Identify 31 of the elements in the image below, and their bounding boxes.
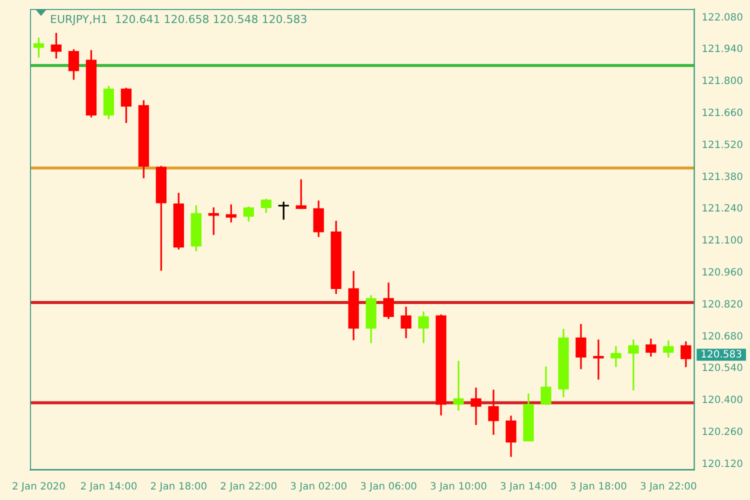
y-tick-label: 120.120 bbox=[702, 458, 744, 470]
y-tick-label: 120.540 bbox=[702, 363, 744, 374]
x-tick-label: 3 Jan 06:00 bbox=[360, 482, 418, 493]
y-tick-label: 121.800 bbox=[702, 76, 744, 88]
x-tick-label: 2 Jan 2020 bbox=[12, 482, 66, 493]
candlestick bbox=[628, 340, 639, 390]
y-tick-label: 121.240 bbox=[702, 204, 744, 215]
y-tick-label: 120.260 bbox=[702, 426, 744, 438]
x-tick-label: 3 Jan 10:00 bbox=[430, 482, 487, 493]
y-tick-label: 121.940 bbox=[702, 44, 744, 56]
y-tick-label: 122.080 bbox=[702, 12, 744, 24]
x-tick-label: 2 Jan 18:00 bbox=[150, 482, 208, 493]
x-tick-label: 3 Jan 18:00 bbox=[570, 482, 627, 493]
y-tick-label: 121.520 bbox=[702, 140, 744, 151]
y-tick-label: 121.380 bbox=[702, 172, 744, 183]
x-tick-label: 3 Jan 22:00 bbox=[640, 482, 697, 493]
x-tick-label: 2 Jan 14:00 bbox=[80, 482, 138, 493]
candlestick bbox=[453, 360, 464, 411]
text: 120.583 bbox=[700, 349, 742, 360]
y-tick-label: 121.100 bbox=[702, 236, 744, 247]
x-tick-label: 2 Jan 22:00 bbox=[220, 482, 278, 493]
y-tick-label: 120.400 bbox=[702, 395, 744, 406]
y-tick-label: 121.660 bbox=[702, 108, 744, 119]
y-tick-label: 120.820 bbox=[702, 299, 744, 310]
y-tick-label: 120.680 bbox=[702, 331, 744, 342]
chart-title: EURJPY,H1 120.641 120.658 120.548 120.583 bbox=[50, 12, 308, 26]
y-tick-label: 120.960 bbox=[702, 267, 744, 278]
x-tick-label: 3 Jan 02:00 bbox=[290, 482, 348, 493]
candlestick bbox=[470, 388, 482, 425]
x-tick-label: 3 Jan 14:00 bbox=[500, 482, 557, 493]
candlestick bbox=[593, 340, 604, 380]
